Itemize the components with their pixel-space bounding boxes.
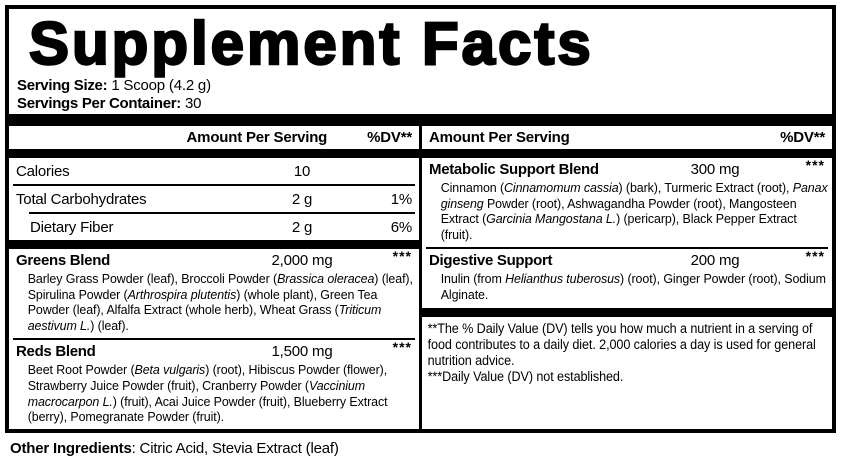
blend-ingredients-digestive-support: Inulin (from Helianthus tuberosus) (root…	[440, 271, 826, 302]
serving-info: Serving Size: 1 Scoop (4.2 g) Servings Pe…	[9, 77, 832, 112]
blend-dv-stars: ***	[392, 248, 412, 264]
blend-row-greens: Greens Blend 2,000 mg ***	[9, 248, 419, 270]
nutrient-amount: 2 g	[291, 218, 313, 236]
blend-row-reds: Reds Blend 1,500 mg ***	[9, 339, 419, 361]
amount-per-serving-header: Amount Per Serving	[186, 129, 328, 146]
blend-amount: 1,500 mg	[271, 343, 333, 361]
footnote-divider-bar	[422, 307, 832, 317]
nutrient-row-dietary-fiber: Dietary Fiber 2 g 6%	[9, 214, 419, 240]
amount-per-serving-header: Amount Per Serving	[429, 129, 570, 146]
column-left-header: Amount Per Serving %DV**	[9, 126, 419, 149]
blend-ingredients-greens: Barley Grass Powder (leaf), Broccoli Pow…	[27, 271, 413, 333]
panel-title: Supplement Facts	[28, 10, 594, 77]
blend-row-metabolic-support: Metabolic Support Blend 300 mg ***	[422, 157, 832, 179]
section-divider-bar	[9, 240, 419, 249]
nutrient-row-total-carbohydrates: Total Carbohydrates 2 g 1%	[9, 186, 419, 212]
blend-name: Greens Blend	[16, 252, 110, 269]
column-right-header: Amount Per Serving %DV**	[422, 126, 832, 149]
row-divider	[13, 184, 415, 186]
nutrient-name: Calories	[16, 162, 70, 180]
other-ingredients-value: : Citric Acid, Stevia Extract (leaf)	[131, 440, 339, 457]
blend-name: Digestive Support	[429, 252, 553, 270]
nutrient-dv: 1%	[390, 190, 412, 208]
other-ingredients-label: Other Ingredients	[10, 440, 132, 457]
column-left: Amount Per Serving %DV** Calories 10 Tot…	[9, 126, 419, 429]
blend-row-digestive-support: Digestive Support 200 mg ***	[422, 248, 832, 270]
row-divider	[13, 338, 415, 341]
percent-dv-header: %DV**	[780, 129, 825, 146]
thick-divider-bar	[9, 114, 832, 126]
serving-size-line: Serving Size: 1 Scoop (4.2 g)	[17, 77, 832, 95]
footnote-daily-value: **The % Daily Value (DV) tells you how m…	[427, 320, 816, 368]
footnote-not-established: ***Daily Value (DV) not established.	[427, 369, 624, 385]
serving-size-label: Serving Size:	[17, 77, 108, 94]
serving-size-value: 1 Scoop (4.2 g)	[111, 77, 211, 94]
nutrient-amount: 10	[293, 162, 311, 180]
nutrient-amount: 2 g	[291, 190, 313, 208]
servings-per-container-value: 30	[184, 94, 202, 112]
blend-dv-stars: ***	[805, 157, 825, 173]
servings-per-container-line: Servings Per Container: 30	[17, 95, 832, 113]
blend-amount: 200 mg	[690, 252, 740, 270]
row-divider	[29, 212, 415, 214]
other-ingredients-line: Other Ingredients: Citric Acid, Stevia E…	[10, 440, 842, 457]
nutrient-dv: 6%	[390, 218, 412, 236]
footnotes: **The % Daily Value (DV) tells you how m…	[422, 317, 832, 386]
blend-amount: 300 mg	[690, 161, 740, 178]
blend-dv-stars: ***	[805, 248, 825, 265]
row-divider	[426, 247, 828, 250]
blend-ingredients-reds: Beet Root Powder (Beta vulgaris) (root),…	[27, 362, 388, 425]
percent-dv-header: %DV**	[367, 129, 412, 146]
nutrient-name: Total Carbohydrates	[16, 190, 147, 208]
nutrient-row-calories: Calories 10	[9, 158, 419, 184]
header-divider-bar	[422, 149, 832, 158]
column-right: Amount Per Serving %DV** Metabolic Suppo…	[419, 126, 832, 429]
blend-dv-stars: ***	[392, 339, 412, 356]
facts-columns: Amount Per Serving %DV** Calories 10 Tot…	[9, 126, 832, 429]
nutrient-name: Dietary Fiber	[30, 218, 114, 236]
supplement-facts-panel: Supplement Facts Serving Size: 1 Scoop (4…	[5, 5, 836, 433]
blend-amount: 2,000 mg	[271, 252, 333, 269]
blend-name: Reds Blend	[16, 343, 96, 361]
blend-ingredients-metabolic-support: Cinnamon (Cinnamomum cassia) (bark), Tur…	[440, 180, 828, 242]
header-divider-bar	[9, 149, 419, 158]
blend-name: Metabolic Support Blend	[429, 161, 599, 178]
servings-per-container-label: Servings Per Container:	[17, 94, 181, 112]
